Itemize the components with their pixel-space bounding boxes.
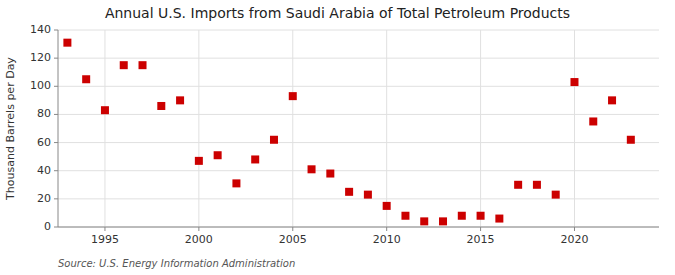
- point: [63, 39, 71, 47]
- y-axis-label: Thousand Barrels per Day: [4, 57, 17, 201]
- x-grid-line: [480, 30, 481, 227]
- point: [326, 170, 334, 178]
- x-tick-label: 2020: [560, 233, 588, 246]
- y-grid-line: [58, 142, 659, 143]
- y-grid-line: [58, 86, 659, 87]
- point: [195, 157, 203, 165]
- point: [627, 136, 635, 144]
- y-grid-line: [58, 30, 659, 31]
- point: [439, 217, 447, 225]
- point: [533, 181, 541, 189]
- point: [458, 212, 466, 220]
- y-grid-line: [58, 227, 659, 228]
- x-grid-line: [104, 30, 105, 227]
- x-tick: [104, 227, 105, 231]
- x-tick-label: 2015: [467, 233, 495, 246]
- point: [420, 217, 428, 225]
- source-note: Source: U.S. Energy Information Administ…: [58, 258, 295, 269]
- x-tick: [292, 227, 293, 231]
- point: [401, 212, 409, 220]
- y-tick-label: 60: [37, 136, 51, 149]
- point: [514, 181, 522, 189]
- y-axis-line: [58, 30, 59, 227]
- y-tick: [54, 227, 58, 228]
- point: [608, 96, 616, 104]
- point: [214, 151, 222, 159]
- y-tick: [54, 86, 58, 87]
- x-tick-label: 2005: [279, 233, 307, 246]
- x-tick-label: 2000: [185, 233, 213, 246]
- x-grid-line: [198, 30, 199, 227]
- point: [157, 102, 165, 110]
- point: [289, 92, 297, 100]
- points: [63, 39, 634, 226]
- y-tick-label: 100: [30, 79, 51, 92]
- y-tick: [54, 198, 58, 199]
- x-tick-label: 2010: [373, 233, 401, 246]
- axes: 0 20 40 60 80 100 120 140 1995 2000 2005 2010 2015 20…: [30, 23, 659, 246]
- point: [364, 191, 372, 199]
- point: [589, 117, 597, 125]
- y-tick: [54, 142, 58, 143]
- y-grid-line: [58, 198, 659, 199]
- chart-container: 0 20 40 60 80 100 120 140 1995 2000 2005 2010 2015 20…: [0, 0, 675, 275]
- y-tick: [54, 58, 58, 59]
- y-tick-label: 0: [44, 220, 51, 233]
- point: [139, 61, 147, 69]
- x-grid-line: [386, 30, 387, 227]
- grid: [58, 30, 659, 227]
- point: [232, 179, 240, 187]
- x-tick: [574, 227, 575, 231]
- x-axis-line: [58, 227, 659, 228]
- point: [176, 96, 184, 104]
- y-grid-line: [58, 58, 659, 59]
- y-tick-label: 20: [37, 192, 51, 205]
- point: [495, 215, 503, 223]
- y-tick: [54, 114, 58, 115]
- point: [345, 188, 353, 196]
- point: [383, 202, 391, 210]
- point: [552, 191, 560, 199]
- x-tick: [198, 227, 199, 231]
- y-grid-line: [58, 170, 659, 171]
- y-grid-line: [58, 114, 659, 115]
- title: Annual U.S. Imports from Saudi Arabia of…: [105, 5, 570, 21]
- point: [570, 78, 578, 86]
- y-tick: [54, 30, 58, 31]
- x-grid-line: [292, 30, 293, 227]
- point: [477, 212, 485, 220]
- point: [101, 106, 109, 114]
- y-tick-label: 120: [30, 51, 51, 64]
- point: [270, 136, 278, 144]
- x-grid-line: [574, 30, 575, 227]
- point: [82, 75, 90, 83]
- x-tick: [480, 227, 481, 231]
- point: [251, 155, 259, 163]
- chart-svg: 0 20 40 60 80 100 120 140 1995 2000 2005 2010 2015 20…: [0, 0, 675, 275]
- y-tick-label: 80: [37, 107, 51, 120]
- y-tick-label: 140: [30, 23, 51, 36]
- x-tick: [386, 227, 387, 231]
- y-tick-label: 40: [37, 164, 51, 177]
- point: [308, 165, 316, 173]
- point: [120, 61, 128, 69]
- y-tick: [54, 170, 58, 171]
- x-tick-label: 1995: [91, 233, 119, 246]
